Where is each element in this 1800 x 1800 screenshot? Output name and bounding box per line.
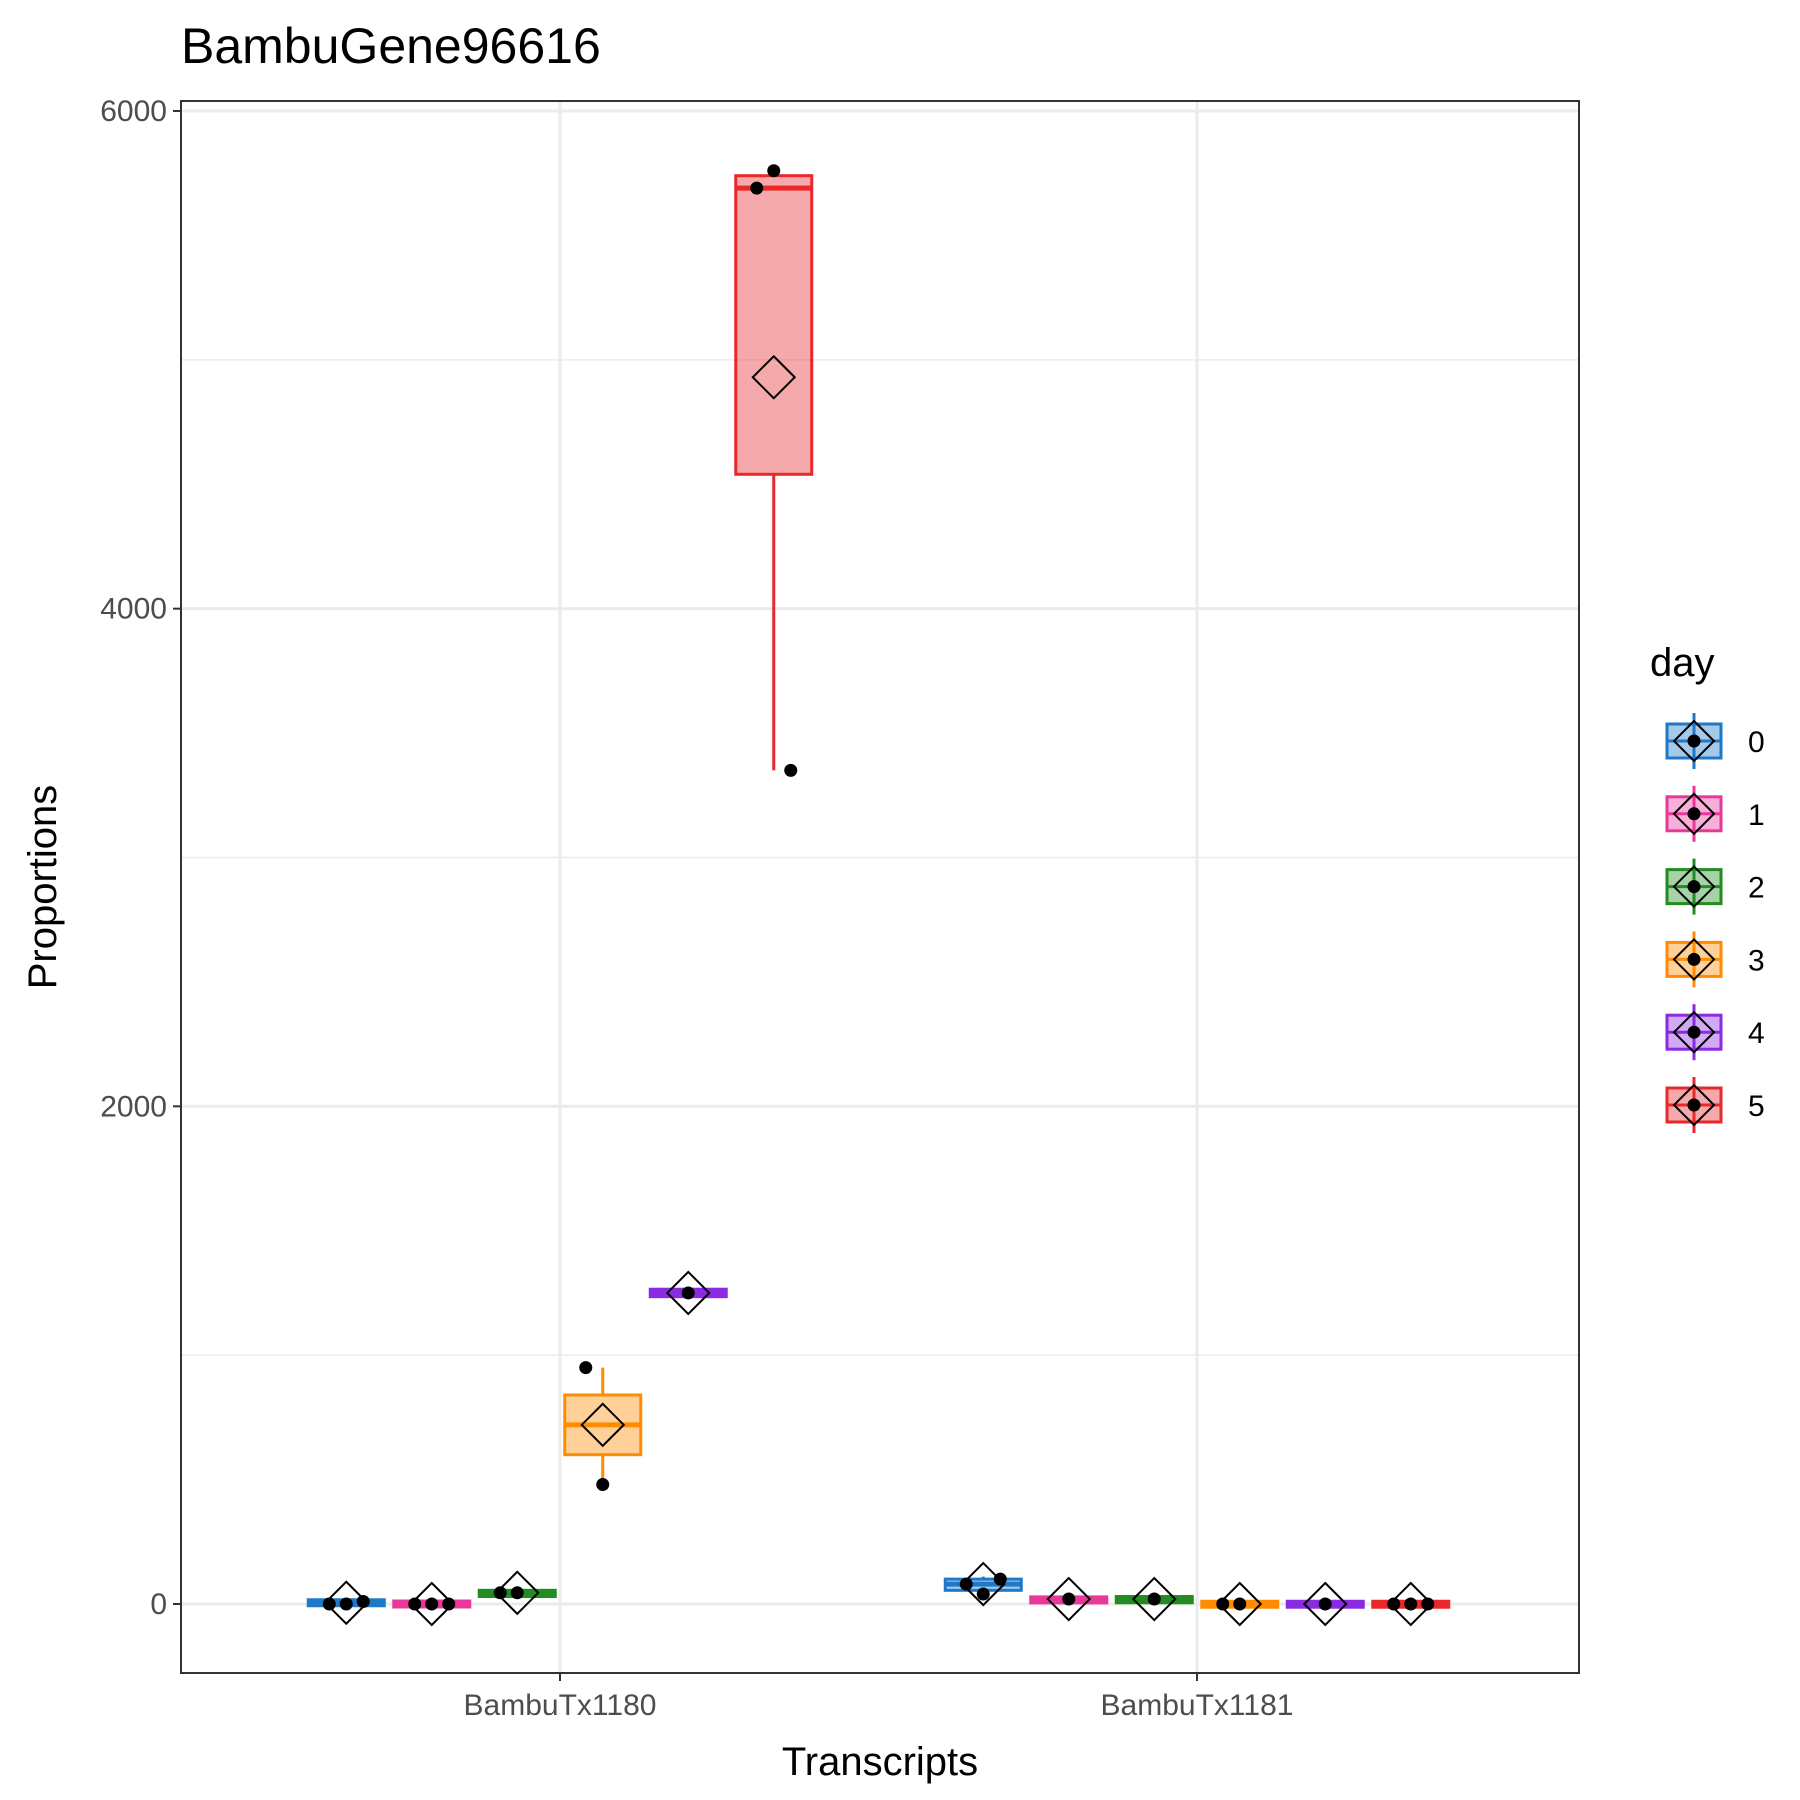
- legend-point: [1687, 1098, 1701, 1112]
- legend-diamond: [1672, 937, 1716, 981]
- data-point: [1387, 1597, 1401, 1611]
- box-day-2-BambuTx1181: [1114, 1576, 1194, 1622]
- data-point: [493, 1586, 507, 1600]
- legend-key-5: 5: [1665, 1077, 1765, 1133]
- legend: day 0 1 2 3 4 5: [1650, 641, 1765, 1133]
- mean-diamond: [1046, 1576, 1092, 1622]
- legend-label: 3: [1748, 944, 1765, 977]
- mean-diamond: [580, 1402, 626, 1448]
- legend-label: 4: [1748, 1017, 1765, 1050]
- data-point: [681, 1286, 695, 1300]
- legend-label: 1: [1748, 799, 1765, 832]
- plot-panel-background: [181, 101, 1579, 1673]
- legend-diamond: [1672, 865, 1716, 909]
- legend-diamond: [1672, 1083, 1716, 1127]
- data-point: [750, 181, 764, 195]
- mean-diamond: [751, 354, 797, 400]
- data-point: [579, 1361, 593, 1375]
- y-axis-title: Proportions: [21, 785, 65, 990]
- box-day-0-BambuTx1181: [943, 1561, 1023, 1607]
- legend-title: day: [1650, 641, 1715, 685]
- y-tick-label: 2000: [100, 1090, 167, 1123]
- legend-point: [1687, 734, 1701, 748]
- mean-diamond: [1302, 1581, 1348, 1627]
- data-point: [1062, 1592, 1076, 1606]
- x-axis-title: Transcripts: [782, 1740, 978, 1784]
- box-series: [306, 164, 1451, 1627]
- box-day-3-BambuTx1181: [1200, 1581, 1280, 1627]
- box-day-3-BambuTx1180: [563, 1361, 643, 1492]
- data-point: [1147, 1592, 1161, 1606]
- y-axis: 0 2000 4000 6000: [100, 95, 181, 1621]
- box-day-4-BambuTx1181: [1285, 1581, 1365, 1627]
- legend-point: [1687, 1025, 1701, 1039]
- y-tick-label: 4000: [100, 593, 167, 626]
- legend-key-3: 3: [1665, 931, 1765, 988]
- legend-diamond: [1672, 1010, 1716, 1054]
- data-point: [1421, 1597, 1435, 1611]
- data-point: [767, 164, 781, 178]
- mean-diamond: [409, 1581, 455, 1627]
- box-day-1-BambuTx1180: [392, 1581, 472, 1627]
- data-point: [339, 1597, 353, 1611]
- data-point: [1404, 1597, 1418, 1611]
- mean-diamond: [1131, 1576, 1177, 1622]
- data-point: [510, 1586, 524, 1600]
- panel-fill: [181, 101, 1579, 1673]
- mean-diamond: [1388, 1581, 1434, 1627]
- x-tick-label: BambuTx1181: [1101, 1689, 1294, 1722]
- box-day-4-BambuTx1180: [648, 1270, 728, 1316]
- mean-diamond: [323, 1580, 369, 1626]
- legend-diamond: [1672, 719, 1716, 763]
- legend-label: 2: [1748, 872, 1765, 905]
- legend-key-4: 4: [1665, 1004, 1765, 1061]
- plot-panel-border: [180, 100, 1580, 1674]
- legend-point: [1687, 952, 1701, 966]
- data-point: [408, 1597, 422, 1611]
- legend-key-1: 1: [1665, 785, 1765, 842]
- data-point: [1318, 1597, 1332, 1611]
- chart-title: BambuGene96616: [181, 18, 601, 74]
- data-point: [1216, 1597, 1230, 1611]
- legend-diamond: [1672, 792, 1716, 836]
- legend-label: 5: [1748, 1090, 1765, 1123]
- data-point: [976, 1587, 990, 1601]
- data-point: [425, 1597, 439, 1611]
- data-point: [442, 1597, 456, 1611]
- box-day-0-BambuTx1180: [306, 1580, 386, 1626]
- data-point: [784, 763, 798, 777]
- box-day-1-BambuTx1181: [1029, 1576, 1109, 1622]
- box: [734, 174, 814, 476]
- x-axis: BambuTx1180 BambuTx1181: [464, 1673, 1294, 1722]
- box-day-5-BambuTx1181: [1371, 1581, 1451, 1627]
- box-day-5-BambuTx1180: [734, 164, 814, 777]
- data-point: [596, 1478, 610, 1492]
- data-point: [1233, 1597, 1247, 1611]
- mean-diamond: [494, 1570, 540, 1616]
- data-point: [959, 1577, 973, 1591]
- legend-label: 0: [1748, 726, 1765, 759]
- legend-point: [1687, 880, 1701, 894]
- y-tick-label: 6000: [100, 95, 167, 128]
- legend-point: [1687, 807, 1701, 821]
- legend-key-2: 2: [1665, 858, 1765, 915]
- mean-diamond: [960, 1561, 1006, 1607]
- mean-diamond: [1217, 1581, 1263, 1627]
- legend-key-0: 0: [1665, 713, 1765, 769]
- y-tick-label: 0: [150, 1588, 167, 1621]
- mean-diamond: [665, 1270, 711, 1316]
- box-day-2-BambuTx1180: [477, 1570, 557, 1616]
- x-tick-label: BambuTx1180: [464, 1689, 657, 1722]
